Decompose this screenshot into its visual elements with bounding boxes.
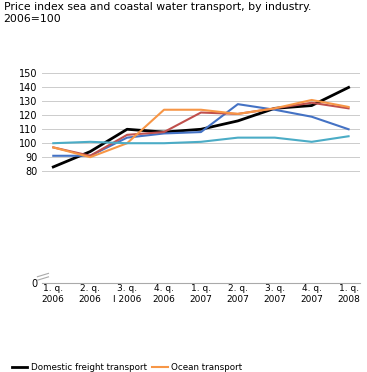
- Ocean transport: [88, 155, 92, 159]
- Tug- and supply vessels: [346, 127, 351, 131]
- Domestic freight transport: [236, 119, 240, 123]
- Scheduled long distance inland transport in coastal waters: [51, 141, 55, 145]
- Scheduled long distance inland transport in coastal waters: [199, 140, 203, 144]
- Total index: [162, 130, 166, 134]
- Total index: [125, 133, 129, 137]
- Line: Tug- and supply vessels: Tug- and supply vessels: [53, 104, 349, 156]
- Ocean transport: [236, 112, 240, 116]
- Scheduled long distance inland transport in coastal waters: [273, 135, 277, 140]
- Total index: [199, 110, 203, 115]
- Domestic freight transport: [273, 106, 277, 110]
- Line: Total index: Total index: [53, 103, 349, 156]
- Scheduled long distance inland transport in coastal waters: [162, 141, 166, 145]
- Ocean transport: [51, 145, 55, 150]
- Tug- and supply vessels: [273, 108, 277, 112]
- Tug- and supply vessels: [162, 131, 166, 136]
- Domestic freight transport: [162, 130, 166, 134]
- Total index: [273, 106, 277, 110]
- Tug- and supply vessels: [236, 102, 240, 106]
- Scheduled long distance inland transport in coastal waters: [88, 140, 92, 144]
- Line: Domestic freight transport: Domestic freight transport: [53, 87, 349, 167]
- Scheduled long distance inland transport in coastal waters: [236, 135, 240, 140]
- Total index: [346, 106, 351, 110]
- Domestic freight transport: [51, 165, 55, 169]
- Total index: [51, 145, 55, 150]
- Ocean transport: [346, 105, 351, 109]
- Domestic freight transport: [346, 85, 351, 90]
- Tug- and supply vessels: [125, 135, 129, 140]
- Ocean transport: [162, 108, 166, 112]
- Line: Scheduled long distance inland transport in coastal waters: Scheduled long distance inland transport…: [53, 136, 349, 143]
- Tug- and supply vessels: [199, 130, 203, 134]
- Ocean transport: [309, 98, 314, 102]
- Total index: [88, 154, 92, 158]
- Legend: Domestic freight transport, Tug- and supply vessels, Total index, Ocean transpor: Domestic freight transport, Tug- and sup…: [12, 363, 367, 372]
- Text: Price index sea and coastal water transport, by industry.
2006=100: Price index sea and coastal water transp…: [4, 2, 311, 24]
- Ocean transport: [273, 106, 277, 110]
- Domestic freight transport: [125, 127, 129, 131]
- Domestic freight transport: [199, 127, 203, 131]
- Ocean transport: [199, 108, 203, 112]
- Domestic freight transport: [309, 103, 314, 108]
- Tug- and supply vessels: [51, 154, 55, 158]
- Tug- and supply vessels: [309, 115, 314, 119]
- Scheduled long distance inland transport in coastal waters: [346, 134, 351, 138]
- Domestic freight transport: [88, 150, 92, 154]
- Total index: [236, 112, 240, 116]
- Scheduled long distance inland transport in coastal waters: [309, 140, 314, 144]
- Scheduled long distance inland transport in coastal waters: [125, 141, 129, 145]
- Ocean transport: [125, 141, 129, 145]
- Tug- and supply vessels: [88, 154, 92, 158]
- Total index: [309, 100, 314, 105]
- Line: Ocean transport: Ocean transport: [53, 100, 349, 157]
